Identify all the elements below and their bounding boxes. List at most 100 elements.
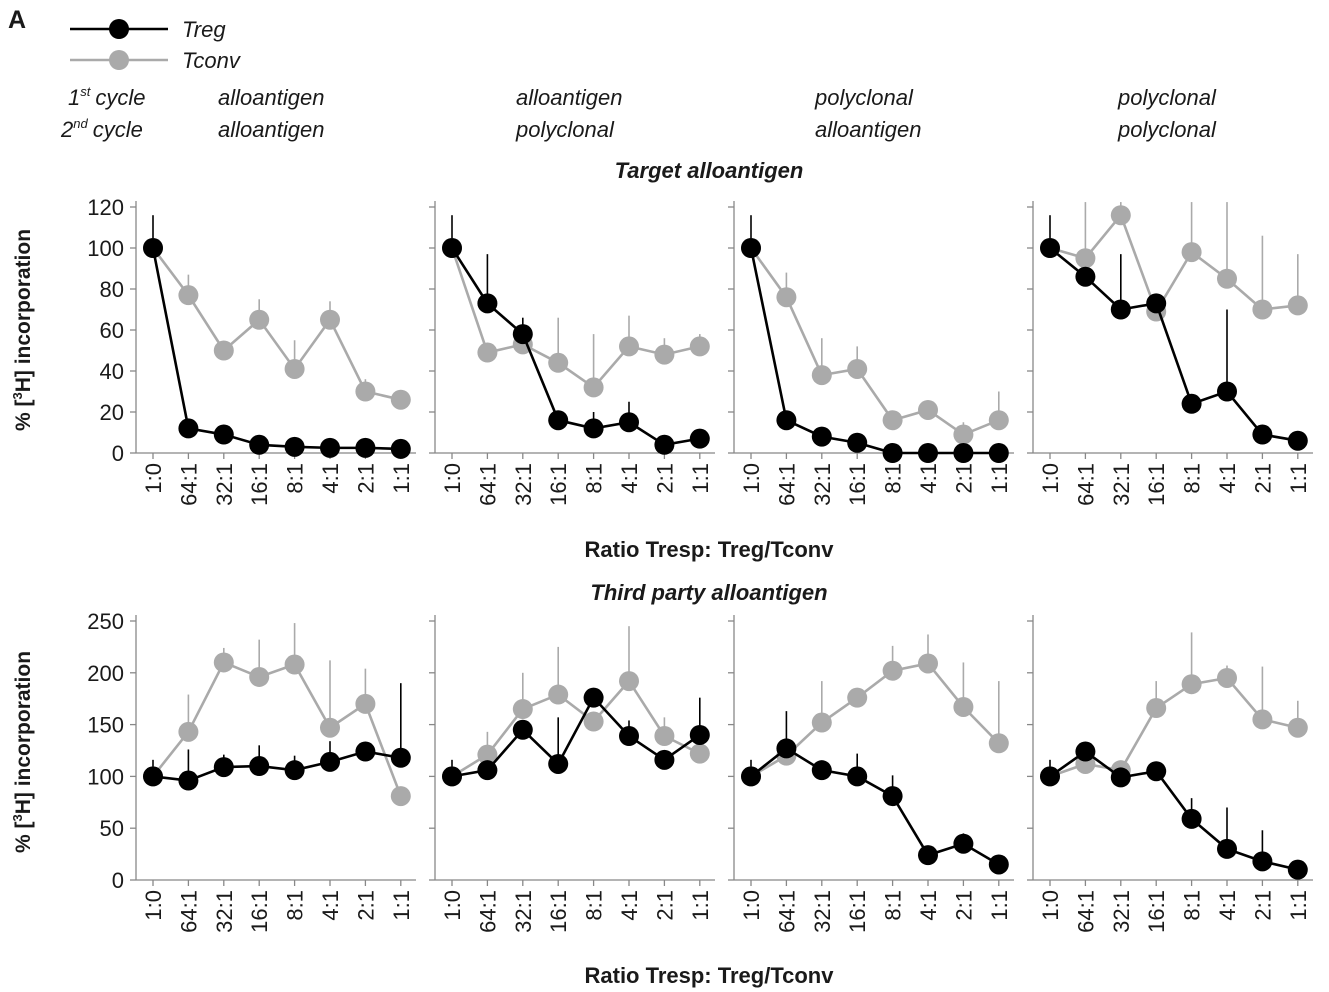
tconv-data-point	[988, 410, 1009, 431]
y-tick-label: 150	[87, 713, 124, 738]
legend-marker-tconv	[109, 50, 129, 70]
x-tick-label: 16:1	[1144, 890, 1169, 933]
condition-1-first: alloantigen	[218, 85, 324, 110]
treg-data-point	[882, 443, 903, 463]
treg-data-point	[583, 687, 604, 708]
tconv-data-point	[249, 666, 270, 687]
y-tick-label: 200	[87, 661, 124, 686]
subplot: 1:0 64:1 32:1 16:1 8:1 4:1 2:1 1:1	[728, 615, 1014, 933]
treg-data-point	[442, 766, 462, 787]
treg-data-point	[512, 719, 533, 740]
y-tick-label: 0	[112, 868, 124, 893]
tconv-data-point	[178, 721, 199, 742]
x-tick-label: 64:1	[176, 463, 201, 506]
treg-data-point	[654, 749, 675, 770]
tconv-data-point	[477, 744, 498, 765]
treg-data-point	[619, 412, 639, 433]
treg-data-point	[741, 238, 761, 258]
treg-data-point	[1287, 430, 1308, 451]
first-cycle-label: 1st cycle	[68, 84, 146, 110]
tconv-data-point	[390, 389, 411, 410]
treg-data-point	[284, 760, 305, 781]
treg-data-point	[320, 751, 340, 772]
x-tick-label: 1:0	[440, 890, 465, 921]
x-tick-label: 1:1	[688, 463, 713, 494]
tconv-data-point	[583, 377, 604, 398]
x-tick-label: 4:1	[617, 890, 642, 921]
x-tick-label: 1:1	[987, 890, 1012, 921]
tconv-data-point	[689, 743, 710, 764]
x-tick-label: 4:1	[617, 463, 642, 494]
treg-data-point	[442, 238, 462, 258]
x-tick-label: 1:0	[440, 463, 465, 494]
x-tick-label: 4:1	[1215, 463, 1240, 494]
treg-data-point	[1181, 393, 1202, 414]
x-tick-label: 16:1	[546, 463, 571, 506]
x-tick-label: 2:1	[652, 890, 677, 921]
tconv-data-point	[249, 309, 270, 330]
tconv-data-point	[811, 365, 832, 386]
x-tick-label: 2:1	[353, 463, 378, 494]
treg-data-point	[953, 833, 974, 854]
tconv-data-point	[654, 725, 675, 746]
x-tick-label: 1:0	[739, 890, 764, 921]
x-tick-label: 4:1	[916, 463, 941, 494]
treg-data-point	[847, 432, 868, 453]
panel-letter: A	[8, 6, 26, 34]
row-1-title: Target alloantigen	[615, 158, 804, 183]
tconv-data-point	[1181, 242, 1202, 263]
treg-data-point	[1110, 767, 1131, 788]
row-2-title: Third party alloantigen	[590, 580, 827, 605]
treg-data-point	[988, 443, 1009, 463]
x-tick-label: 64:1	[1073, 890, 1098, 933]
x-tick-label: 64:1	[1073, 463, 1098, 506]
treg-data-point	[988, 854, 1009, 875]
treg-data-point	[776, 738, 797, 759]
x-tick-label: 8:1	[283, 463, 308, 494]
x-tick-label: 32:1	[212, 890, 237, 933]
treg-data-point	[1040, 766, 1060, 787]
treg-data-point	[1217, 838, 1237, 859]
condition-headers: alloantigen alloantigen alloantigen poly…	[218, 85, 1217, 142]
row-2-xlabel: Ratio Tresp: Treg/Tconv	[585, 963, 835, 988]
tconv-data-point	[213, 340, 234, 361]
treg-data-point	[1287, 859, 1308, 880]
treg-data-point	[1252, 851, 1273, 872]
x-tick-label: 2:1	[652, 463, 677, 494]
treg-data-point	[477, 760, 498, 781]
treg-data-point	[583, 418, 604, 439]
condition-3-second: alloantigen	[815, 117, 921, 142]
x-tick-label: 16:1	[845, 890, 870, 933]
tconv-data-point	[1252, 299, 1273, 320]
x-tick-label: 8:1	[1180, 890, 1205, 921]
tconv-data-point	[689, 336, 710, 357]
x-tick-label: 32:1	[1109, 463, 1134, 506]
x-tick-label: 64:1	[475, 890, 500, 933]
row-1-ylabel: % [3H] incorporation	[10, 229, 35, 431]
x-tick-label: 8:1	[881, 463, 906, 494]
treg-data-point	[178, 770, 199, 791]
x-tick-label: 32:1	[810, 890, 835, 933]
x-tick-label: 1:1	[1286, 890, 1311, 921]
legend-marker-treg	[109, 19, 129, 39]
subplot: 1:0 64:1 32:1 16:1 8:1 4:1 2:1 1:1	[728, 201, 1014, 506]
treg-data-point	[355, 741, 376, 762]
subplot: 1:0 64:1 32:1 16:1 8:1 4:1 2:1 1:1	[1027, 615, 1313, 933]
treg-data-point	[1252, 424, 1273, 445]
treg-data-point	[1146, 293, 1167, 314]
x-tick-label: 1:0	[1038, 890, 1063, 921]
x-tick-label: 4:1	[318, 463, 343, 494]
treg-data-point	[213, 424, 234, 445]
x-tick-label: 16:1	[845, 463, 870, 506]
x-tick-label: 64:1	[774, 463, 799, 506]
treg-data-point	[1110, 299, 1131, 320]
condition-2-first: alloantigen	[516, 85, 622, 110]
x-tick-label: 2:1	[1250, 463, 1275, 494]
tconv-data-point	[178, 285, 199, 306]
x-tick-label: 32:1	[810, 463, 835, 506]
subplot: 1:0 64:1 32:1 16:1 8:1 4:1 2:1 1:1	[130, 615, 416, 933]
subplot: 1:0 64:1 32:1 16:1 8:1 4:1 2:1 1:1	[130, 201, 416, 506]
x-tick-label: 64:1	[176, 890, 201, 933]
x-tick-label: 2:1	[951, 890, 976, 921]
x-tick-label: 4:1	[1215, 890, 1240, 921]
